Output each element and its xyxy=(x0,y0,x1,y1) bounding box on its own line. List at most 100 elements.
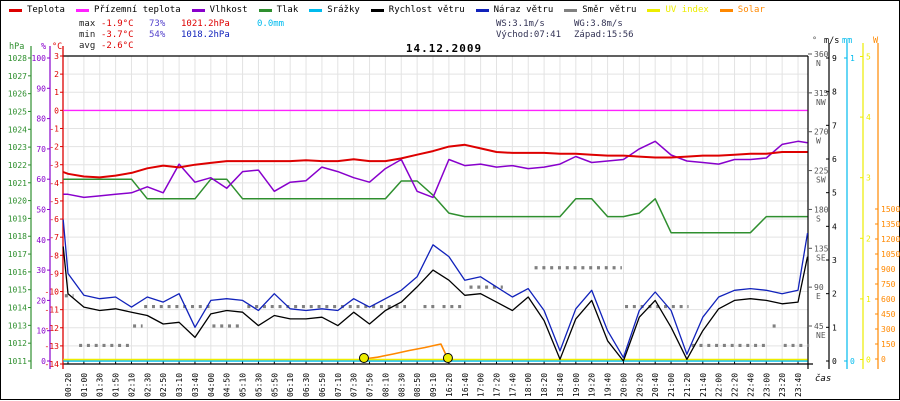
x-tick-label: 06:10 xyxy=(286,373,295,397)
humidity-axis-tick-label: 70 xyxy=(36,145,46,154)
sun-wind-value: WS:3.1m/s xyxy=(496,19,545,29)
stats-value: -2.6°C xyxy=(101,41,134,51)
legend-swatch-icon xyxy=(191,8,205,12)
solar-axis-tick-label: 1050 xyxy=(881,250,900,259)
temperature-axis-tick-label: -10 xyxy=(45,288,60,297)
temperature-axis-tick-label: -2 xyxy=(49,143,59,152)
temperature-axis-tick-label: -13 xyxy=(45,342,60,351)
temperature-axis-tick-label: 1 xyxy=(54,88,59,97)
compass-label: NE xyxy=(816,331,826,340)
legend-item-n-raz-v-tru: Náraz větru xyxy=(475,5,553,15)
pressure-axis-tick-label: 1015 xyxy=(8,286,27,295)
pressure-axis-tick-label: 1021 xyxy=(8,179,27,188)
legend-bar: Teplota Přízemní teplota Vlhkost Tlak Srážky… xyxy=(9,5,765,15)
solar-axis-tick-label: 600 xyxy=(881,295,896,304)
temperature-axis-tick-label: -8 xyxy=(49,251,59,260)
stats-row-label: avg xyxy=(79,41,96,51)
x-tick-label: 04:00 xyxy=(207,373,216,397)
wind-direction-axis-unit-label: ° xyxy=(812,36,817,46)
temperature-axis-tick-label: 3 xyxy=(54,52,59,61)
legend-swatch-icon xyxy=(258,8,272,12)
temperature-axis-tick-label: -12 xyxy=(45,324,60,333)
legend-label: Přízemní teplota xyxy=(93,5,181,15)
chart-title: 14.12.2009 xyxy=(405,42,483,55)
x-tick-label: 21:20 xyxy=(683,373,692,397)
temperature-axis-tick-label: -3 xyxy=(49,161,59,170)
pressure-axis-tick-label: 1019 xyxy=(8,214,27,223)
legend-item-sm-r-v-tru: Směr větru xyxy=(564,5,636,15)
temperature-axis-tick-label: 0 xyxy=(54,106,59,115)
x-tick-label: 01:50 xyxy=(112,373,121,397)
series-solar xyxy=(363,343,449,360)
legend-swatch-icon xyxy=(719,8,733,12)
wind-direction-axis-tick-label: 135 xyxy=(814,244,829,253)
legend-item-uv-index: UV index xyxy=(647,5,709,15)
pressure-axis-tick-label: 1014 xyxy=(8,304,27,313)
x-tick-label: 23:00 xyxy=(762,373,771,397)
humidity-axis-tick-label: 100 xyxy=(32,54,47,63)
legend-swatch-icon xyxy=(475,8,489,12)
x-tick-label: 05:50 xyxy=(270,373,279,397)
stats-row-min: min -3.7°C 54% 1018.2hPa xyxy=(79,30,307,41)
wind-direction-axis-tick-label: 225 xyxy=(814,167,829,176)
rain-axis-tick-label: 1 xyxy=(850,54,855,63)
legend-item-sr-ky: Srážky xyxy=(309,5,360,15)
legend-swatch-icon xyxy=(564,8,578,12)
solar-axis-tick-label: 900 xyxy=(881,265,896,274)
legend-label: Tlak xyxy=(276,5,299,15)
legend-swatch-icon xyxy=(370,8,384,12)
pressure-axis-tick-label: 1024 xyxy=(8,125,27,134)
stats-value: 54% xyxy=(149,30,166,40)
x-tick-label: 20:20 xyxy=(635,373,644,397)
temperature-axis-tick-label: -4 xyxy=(49,179,59,188)
legend-label: Teplota xyxy=(27,5,65,15)
legend-item-rychlost-v-tru: Rychlost větru xyxy=(370,5,465,15)
solar-axis-tick-label: 150 xyxy=(881,340,896,349)
stats-row-label: max xyxy=(79,19,96,29)
solar-axis-tick-label: 0 xyxy=(881,355,886,364)
x-tick-label: 22:40 xyxy=(746,373,755,397)
stats-block: max -1.9°C 73% 1021.2hPa 0.0mm min -3.7°C 54% 10… xyxy=(79,19,307,52)
wind-direction-axis-tick-label: 315 xyxy=(814,89,829,98)
series-pressure xyxy=(63,178,808,234)
solar-axis-tick-label: 1500 xyxy=(881,205,900,214)
wind-direction-axis-tick-label: 45 xyxy=(814,322,824,331)
wind-direction-axis-tick-label: 180 xyxy=(814,205,829,214)
stats-value: -3.7°C xyxy=(101,30,134,40)
x-tick-label: 21:40 xyxy=(699,373,708,397)
rain-axis-unit-label: mm xyxy=(842,36,852,46)
wind-speed-axis-tick-label: 6 xyxy=(832,155,837,164)
x-tick-label: 01:30 xyxy=(96,373,105,397)
legend-swatch-icon xyxy=(309,8,323,12)
x-tick-label: 02:10 xyxy=(127,373,136,397)
x-tick-label: 04:50 xyxy=(223,373,232,397)
humidity-axis-tick-label: 20 xyxy=(36,296,46,305)
x-tick-label: 20:40 xyxy=(651,373,660,397)
pressure-axis-unit-label: hPa xyxy=(9,42,24,52)
pressure-axis-tick-label: 1023 xyxy=(8,143,27,152)
x-tick-label: 09:10 xyxy=(429,373,438,397)
sun-wind-value: Východ:07:41 xyxy=(496,30,562,40)
temperature-axis-tick-label: -11 xyxy=(45,306,60,315)
wind-speed-axis-tick-label: 8 xyxy=(832,88,837,97)
x-tick-label: 03:40 xyxy=(191,373,200,397)
x-tick-label: 08:50 xyxy=(413,373,422,397)
temperature-axis-tick-label: -6 xyxy=(49,215,59,224)
sun-wind-row: WS:3.1m/s WG:3.8m/s xyxy=(496,19,652,30)
temperature-axis-unit-label: °C xyxy=(52,42,62,52)
pressure-axis-tick-label: 1027 xyxy=(8,72,27,81)
humidity-axis-tick-label: 40 xyxy=(36,236,46,245)
pressure-axis-tick-label: 1012 xyxy=(8,339,27,348)
x-tick-label: 20:00 xyxy=(619,373,628,397)
x-tick-label: 05:30 xyxy=(254,373,263,397)
humidity-axis-tick-label: 90 xyxy=(36,84,46,93)
compass-label: W xyxy=(816,137,821,146)
humidity-axis-tick-label: 30 xyxy=(36,266,46,275)
sun-wind-stats: WS:3.1m/s WG:3.8m/s Východ:07:41 Západ:15:5… xyxy=(496,19,652,41)
x-tick-label: 16:20 xyxy=(445,373,454,397)
legend-item-tlak: Tlak xyxy=(258,5,299,15)
legend-item-teplota: Teplota xyxy=(9,5,65,15)
solar-axis-tick-label: 1200 xyxy=(881,235,900,244)
x-tick-label: 02:50 xyxy=(159,373,168,397)
wind-speed-axis-tick-label: 5 xyxy=(832,189,837,198)
